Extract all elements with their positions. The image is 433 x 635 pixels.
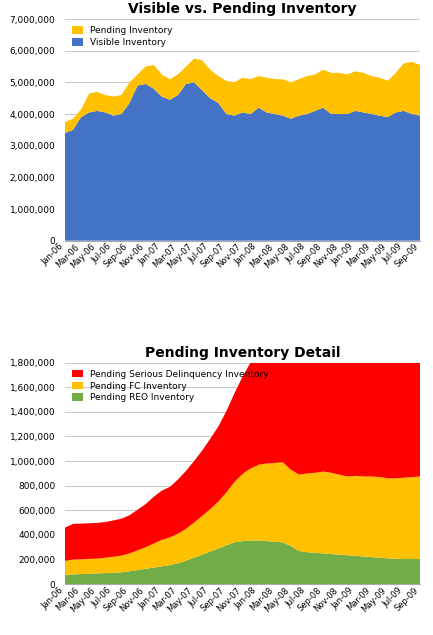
Legend: Pending Serious Delinquency Inventory, Pending FC Inventory, Pending REO Invento: Pending Serious Delinquency Inventory, P… <box>69 367 271 405</box>
Title: Visible vs. Pending Inventory: Visible vs. Pending Inventory <box>128 3 357 17</box>
Legend: Pending Inventory, Visible Inventory: Pending Inventory, Visible Inventory <box>69 23 175 50</box>
Title: Pending Inventory Detail: Pending Inventory Detail <box>145 346 340 360</box>
